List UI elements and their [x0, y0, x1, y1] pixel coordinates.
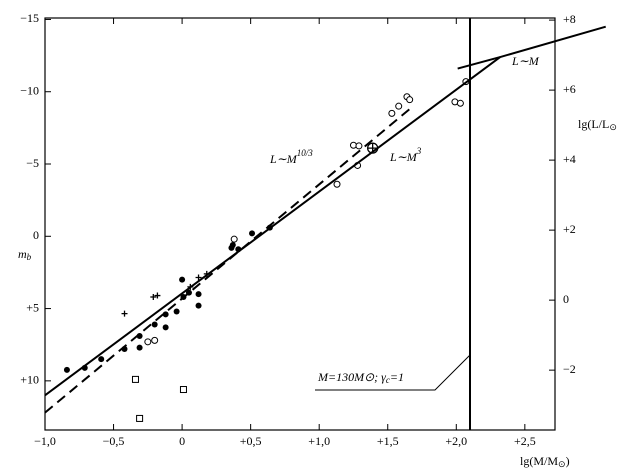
data-point: [355, 142, 363, 150]
data-point: [144, 338, 152, 346]
data-point: [121, 310, 128, 317]
plot-frame: [44, 17, 556, 431]
y2-tick-label: −2: [563, 362, 576, 376]
data-point: [195, 274, 202, 281]
x-tick-label: +2,0: [445, 434, 467, 448]
y2-axis-label: lg(L/L⊙: [578, 117, 617, 132]
y-tick-label: −15: [20, 11, 39, 25]
x-tick-label: +0,5: [240, 434, 262, 448]
y2-tick-label: +6: [563, 82, 576, 96]
y2-tick-label: +8: [563, 12, 576, 26]
y-tick-label: −10: [20, 83, 39, 97]
y-axis-label: mb: [18, 247, 32, 262]
data-point: [162, 311, 169, 318]
annotation: L∼M3: [389, 146, 422, 164]
x-tick-label: +1,5: [377, 434, 399, 448]
data-point: [136, 344, 143, 351]
data-point: [136, 414, 144, 422]
relation-line: [457, 25, 607, 70]
x-tick-label: 0: [179, 434, 185, 448]
data-point: [63, 366, 70, 373]
data-point: [151, 321, 158, 328]
y2-tick-label: 0: [563, 292, 569, 306]
leader-line: [315, 354, 471, 391]
annotation: L∼M: [511, 54, 540, 68]
data-point: [179, 276, 186, 283]
data-point: [162, 324, 169, 331]
x-axis-label: lg(M/M⊙): [520, 454, 570, 469]
data-point: [151, 336, 159, 344]
data-point: [98, 356, 105, 363]
x-tick-label: +1,0: [308, 434, 330, 448]
data-point: [173, 308, 180, 315]
data-point: [150, 294, 157, 301]
data-point: [131, 375, 139, 383]
y2-tick-label: +2: [563, 222, 576, 236]
y-tick-label: −5: [26, 156, 39, 170]
data-point: [179, 386, 187, 394]
x-tick-label: +2,5: [514, 434, 536, 448]
annotation: M=130M⊙; γc=1: [317, 370, 404, 385]
y2-tick-label: +4: [563, 152, 576, 166]
data-point: [154, 292, 161, 299]
data-point: [388, 109, 396, 117]
y-tick-label: 0: [33, 228, 39, 242]
data-point: [395, 102, 403, 110]
y-tick-label: +10: [20, 373, 39, 387]
x-tick-label: −0,5: [103, 434, 125, 448]
data-point: [406, 96, 414, 104]
data-point: [333, 180, 341, 188]
data-point: [230, 235, 238, 243]
relation-line: [44, 56, 501, 397]
x-tick-label: −1,0: [34, 434, 56, 448]
annotation: L∼M10/3: [269, 148, 313, 166]
y-tick-label: +5: [26, 300, 39, 314]
data-point: [229, 241, 236, 248]
data-point: [195, 302, 202, 309]
data-point: [195, 291, 202, 298]
data-point: [249, 230, 256, 237]
data-point: [456, 99, 464, 107]
